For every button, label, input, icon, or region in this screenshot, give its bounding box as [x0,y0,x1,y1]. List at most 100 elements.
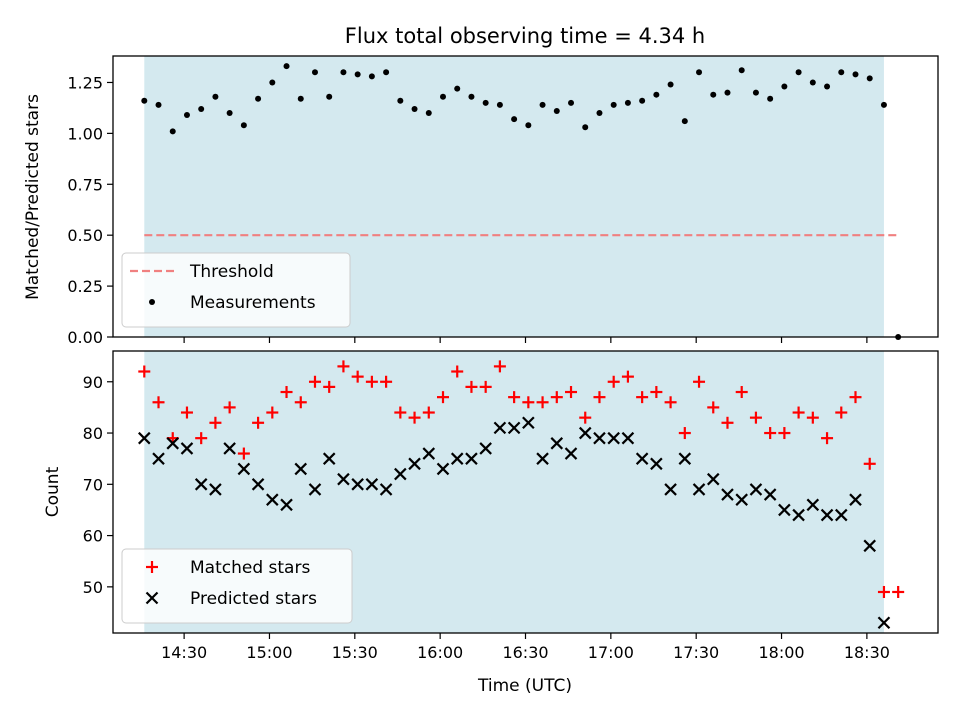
measurements-point [653,91,660,98]
predicted-stars-point-b [365,478,379,491]
predicted-stars-point [493,421,507,435]
x-tick-label: 15:30 [332,643,378,662]
measurements-point [824,83,831,90]
measurements-point [710,91,717,98]
measurements-point [838,69,845,76]
matched-stars-point [621,370,634,383]
matched-stars-point [721,416,734,429]
matched-stars-point [792,406,805,419]
measurements-point [297,95,304,102]
predicted-stars-point-b [778,503,791,517]
x-tick-label: 17:30 [673,643,719,662]
predicted-stars-point-b [322,452,336,465]
predicted-stars-point-b [138,431,151,445]
matched-stars-point [749,411,762,424]
predicted-stars-point-b [379,483,393,496]
predicted-stars-point-b [422,447,436,460]
predicted-stars-point-b [578,426,592,440]
legend-label-predicted-stars: Predicted stars [190,589,317,609]
matched-stars-point [380,375,393,388]
predicted-stars-point [152,452,165,465]
measurements-point [553,107,560,114]
matched-stars-point [180,406,193,419]
predicted-stars-point [223,442,236,455]
predicted-stars-point [237,462,251,476]
predicted-stars-point [422,447,436,460]
matched-stars-point [565,386,578,399]
count-y-tick-label: 50 [83,578,103,597]
predicted-stars-point [578,426,592,440]
matched-stars-point [536,396,549,409]
predicted-stars-point-b [706,472,720,486]
measurements-point [582,124,589,131]
measurements-point [440,93,446,100]
measurements-point [283,63,290,70]
matched-stars-point [522,396,535,409]
predicted-stars-point [522,416,535,430]
measurements-point [781,83,788,90]
measurements-point [880,101,887,108]
predicted-stars-point-b [209,483,222,496]
predicted-stars-point [863,539,877,553]
predicted-stars-point [479,442,492,455]
matched-stars-point [863,457,876,470]
predicted-stars-point [408,457,421,471]
predicted-stars-point-b [806,498,820,512]
matched-stars-point [280,386,293,399]
matched-stars-point [237,447,250,460]
predicted-stars-point-b [251,478,265,491]
predicted-stars-point-b [450,452,464,465]
predicted-stars-point [465,452,478,465]
matched-stars-point [508,391,521,404]
matched-stars-point [636,391,649,404]
measurements-point [539,101,546,108]
measurements-point [383,69,390,76]
predicted-stars-point [536,452,549,465]
predicted-stars-point [692,483,706,496]
x-tick-label: 18:30 [844,643,890,662]
count-y-tick-label: 90 [83,373,103,392]
measurements-point [724,89,731,96]
predicted-stars-point-b [564,447,578,460]
predicted-stars-point-b [180,442,194,455]
x-tick-label: 18:00 [758,643,804,662]
x-tick-label: 14:30 [161,643,207,662]
matched-stars-point [138,365,151,378]
predicted-stars-point [721,488,734,501]
ratio-y-tick-label: 0.00 [67,328,103,347]
legend-measurements-swatch [149,299,155,305]
matched-stars-point [735,386,748,399]
predicted-stars-point-b [635,452,649,465]
ratio-y-tick-label: 1.00 [67,124,103,143]
matched-stars-point [365,375,378,388]
measurements-point [311,69,318,76]
measurements-point [767,95,774,102]
measurements-point [738,67,745,74]
predicted-stars-point-b [650,457,663,471]
predicted-stars-point-b [863,539,877,553]
measurements-point [696,69,703,76]
measurements-point [240,122,247,129]
measurements-point [340,69,347,76]
predicted-stars-point [621,431,635,445]
measurements-point [596,110,603,117]
measurements-point [568,99,575,106]
predicted-stars-point [778,503,791,517]
predicted-stars-point [877,616,891,630]
predicted-stars-point [735,493,748,506]
matched-stars-point [394,406,407,419]
ratio-y-tick-label: 0.25 [67,277,103,296]
matched-stars-point [465,380,478,393]
measurements-point [525,122,532,129]
measurements-point [482,99,489,106]
predicted-stars-point-b [408,457,421,471]
predicted-stars-point-b [479,442,492,455]
predicted-stars-point [820,508,834,522]
matched-stars-point [764,427,777,440]
x-tick-label: 16:00 [417,643,463,662]
predicted-stars-point-b [735,493,748,506]
predicted-stars-point [337,472,350,486]
predicted-stars-point-b [507,421,521,435]
predicted-stars-point-b [749,483,763,496]
predicted-stars-point-b [536,452,549,465]
